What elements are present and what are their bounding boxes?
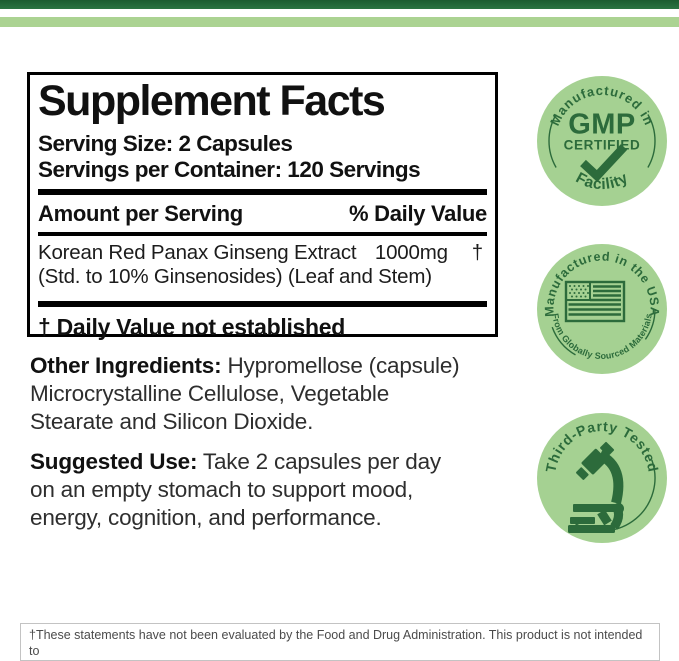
badge-third-party-tested: Third-Party Tested <box>537 413 667 543</box>
badge-circle <box>537 76 667 206</box>
checkmark-icon <box>580 144 628 183</box>
serving-size: Serving Size: 2 Capsules <box>38 130 293 156</box>
badge-made-in-usa: Manufactured in the USA From Glob <box>537 244 667 374</box>
suggested-use-paragraph: Suggested Use: Take 2 capsules per day o… <box>30 448 512 532</box>
gmp-text: GMP <box>568 109 636 141</box>
ingredient-row: Korean Red Panax Ginseng Extract 1000mg … <box>38 236 487 295</box>
usa-flag-icon <box>564 280 626 323</box>
badge-bottom-text: Facility <box>573 169 631 193</box>
panel-title: Supplement Facts <box>38 77 386 125</box>
certified-text: CERTIFIED <box>564 138 641 153</box>
other-ingredients-paragraph: Other Ingredients: Hypromellose (capsule… <box>30 352 512 436</box>
tested-badge-graphic: Third-Party Tested <box>537 413 667 543</box>
suggested-use-text: Take 2 capsules per day on an empty stom… <box>30 449 441 530</box>
top-stripe-dark <box>0 0 679 9</box>
usa-badge-graphic: Manufactured in the USA From Glob <box>537 244 667 374</box>
amount-per-serving-header: Amount per Serving <box>38 200 243 226</box>
ingredient-amount: 1000mg <box>374 240 448 264</box>
supplement-facts-panel: Supplement Facts Serving Size: 2 Capsule… <box>27 72 498 340</box>
other-ingredients-text: Hypromellose (capsule) Microcrystalline … <box>30 353 460 434</box>
ingredient-detail: (Std. to 10% Ginsenosides) (Leaf and Ste… <box>38 264 432 288</box>
ingredient-dv-symbol: † <box>471 240 483 264</box>
badge-circle <box>537 413 667 543</box>
gmp-badge-graphic: Manufactured in GMP CERTIFIED Facility <box>537 76 667 206</box>
fda-disclaimer-box: †These statements have not been evaluate… <box>20 623 660 661</box>
top-stripe-light <box>0 17 679 27</box>
badge-ring-arc <box>647 114 656 168</box>
servings-per-container: Servings per Container: 120 Servings <box>38 156 421 182</box>
badge-ring-arc <box>644 308 656 340</box>
microscope-icon <box>568 441 624 533</box>
medium-divider <box>38 231 487 236</box>
daily-value-footnote: † Daily Value not established <box>38 313 346 340</box>
badge-ring-arc <box>551 326 576 356</box>
thick-divider <box>38 188 487 195</box>
daily-value-header: % Daily Value <box>349 200 487 226</box>
badge-ring-arc <box>548 114 557 168</box>
ingredient-name: Korean Red Panax Ginseng Extract <box>38 240 357 264</box>
fda-disclaimer-text: †These statements have not been evaluate… <box>29 628 643 661</box>
thick-divider <box>38 300 487 307</box>
column-header-row: Amount per Serving % Daily Value <box>38 195 487 232</box>
badge-gmp-certified: Manufactured in GMP CERTIFIED Facility <box>537 76 667 206</box>
suggested-use-label: Suggested Use: <box>30 449 198 474</box>
other-ingredients-label: Other Ingredients: <box>30 353 222 378</box>
